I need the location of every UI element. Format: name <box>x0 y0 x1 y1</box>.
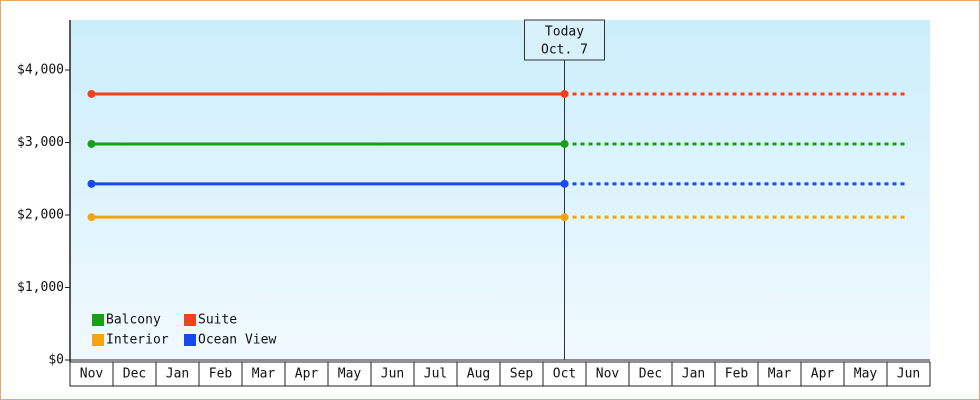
y-tick-label: $4,000 <box>17 63 64 78</box>
x-tick-label: Sep <box>510 367 534 382</box>
x-tick-label: Jun <box>381 367 404 382</box>
legend-label: Interior <box>106 333 169 348</box>
today-box <box>524 19 605 61</box>
point <box>560 179 569 188</box>
legend-swatch <box>92 334 104 346</box>
legend-label: Ocean View <box>198 333 276 348</box>
x-tick-label: Nov <box>596 367 620 382</box>
x-tick-label: May <box>854 367 878 382</box>
y-tick-label: $3,000 <box>17 135 64 150</box>
x-tick-label: May <box>338 367 362 382</box>
point <box>560 213 569 222</box>
x-tick-label: Dec <box>639 367 662 382</box>
x-tick-cell <box>886 361 931 387</box>
legend-swatch <box>184 334 196 346</box>
today-label: Today <box>545 25 584 40</box>
x-tick-label: Feb <box>209 367 233 382</box>
x-tick-label: Nov <box>80 367 104 382</box>
x-tick-label: Oct <box>553 367 576 382</box>
point <box>560 89 569 98</box>
point <box>560 139 569 148</box>
x-tick-label: Jan <box>166 367 189 382</box>
x-tick-label: Dec <box>123 367 146 382</box>
point <box>87 213 96 222</box>
y-tick-label: $0 <box>48 353 64 368</box>
today-label: Oct. 7 <box>541 43 588 58</box>
x-tick-label: Mar <box>768 367 792 382</box>
point <box>87 139 96 148</box>
y-tick-label: $2,000 <box>17 208 64 223</box>
legend-swatch <box>92 314 104 326</box>
x-tick-label: Apr <box>295 367 319 382</box>
legend-swatch <box>184 314 196 326</box>
point <box>87 89 96 98</box>
plot-area <box>70 20 930 360</box>
x-tick-label: Aug <box>467 367 490 382</box>
x-tick-label: Jan <box>682 367 705 382</box>
legend-label: Balcony <box>106 313 161 328</box>
y-tick-label: $1,000 <box>17 280 64 295</box>
x-tick-label: Jul <box>424 367 447 382</box>
x-tick-label: Feb <box>725 367 749 382</box>
x-tick-label: Apr <box>811 367 835 382</box>
x-tick-label: Mar <box>252 367 276 382</box>
legend-label: Suite <box>198 313 237 328</box>
x-tick-label: Jun <box>897 367 920 382</box>
point <box>87 179 96 188</box>
